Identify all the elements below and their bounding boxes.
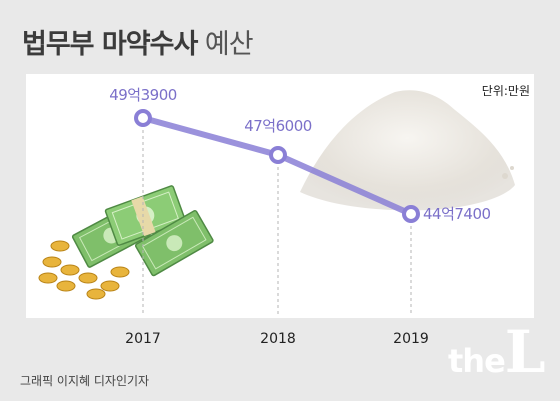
x-tick-2019: 2019 [393, 331, 429, 347]
graphic-credit: 그래픽 이지혜 디자인기자 [20, 374, 150, 388]
logo-prefix: the [448, 342, 506, 380]
data-label-2019: 44억7400 [423, 205, 491, 223]
unit-label: 단위:만원 [481, 84, 530, 98]
thel-logo: theL [448, 318, 546, 386]
title-sub: 예산 [204, 29, 254, 60]
data-label-2018: 47억6000 [244, 117, 312, 135]
data-point-2019 [402, 205, 420, 223]
money-illustration [38, 185, 214, 300]
data-point-2017 [134, 109, 152, 127]
x-tick-2018: 2018 [260, 331, 296, 347]
chart-title: 법무부 마약수사 예산 [22, 22, 254, 61]
data-point-2018 [269, 145, 287, 164]
powder-pile-illustration [300, 90, 515, 211]
title-main: 법무부 마약수사 [22, 29, 198, 60]
data-label-2017: 49억3900 [109, 86, 177, 104]
x-tick-2017: 2017 [125, 331, 161, 347]
logo-letter: L [504, 318, 546, 386]
